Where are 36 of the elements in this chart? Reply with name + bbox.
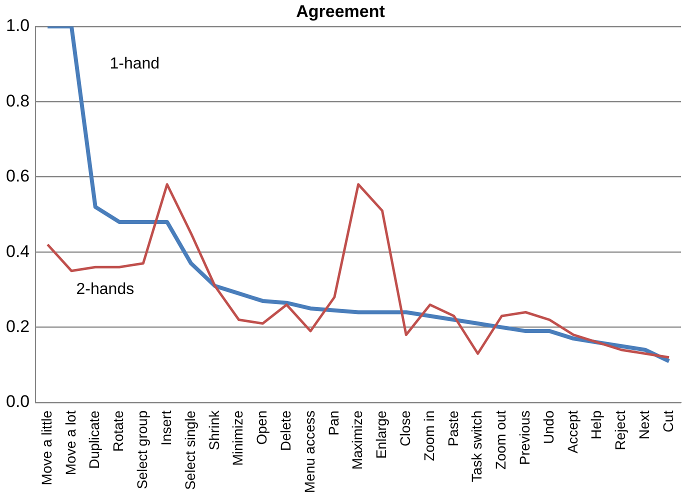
y-tick-label: 0.8 [6, 91, 30, 110]
y-tick-label: 0.0 [6, 392, 30, 412]
x-tick-label: Delete [277, 410, 294, 451]
x-tick-label: Help [588, 410, 604, 440]
x-tick-label: Shrink [206, 410, 222, 450]
x-tick-label: Move a little [38, 410, 54, 486]
x-tick-label: Select group [134, 410, 150, 490]
x-tick-label: Next [636, 410, 652, 440]
x-tick-label: Cut [660, 410, 676, 432]
x-tick-label: Maximize [349, 410, 366, 470]
x-tick-label: Undo [540, 410, 556, 444]
x-tick-label: Duplicate [86, 410, 102, 469]
x-tick-label: Open [254, 410, 270, 445]
x-tick-label: Rotate [110, 410, 126, 452]
x-tick-label: Task switch [468, 410, 485, 482]
x-tick-label: Minimize [230, 410, 246, 466]
chart-title: Agreement [296, 2, 386, 21]
x-tick-label: Menu access [301, 410, 318, 493]
x-tick-label: Enlarge [373, 410, 390, 459]
y-tick-label: 0.2 [6, 316, 30, 336]
x-tick-label: Reject [612, 410, 628, 450]
series-label: 2-hands [76, 281, 134, 298]
x-tick-label: Zoom out [492, 410, 509, 470]
series-label: 1-hand [110, 55, 160, 72]
x-tick-label: Zoom in [420, 410, 437, 462]
x-tick-label: Previous [516, 410, 532, 465]
x-tick-label: Select single [182, 410, 198, 490]
y-tick-label: 1.0 [6, 16, 30, 36]
x-tick-label: Close [396, 410, 413, 446]
y-tick-label: 0.6 [6, 166, 30, 186]
x-tick-label: Insert [158, 410, 174, 446]
y-tick-label: 0.4 [6, 242, 30, 261]
x-tick-label: Pan [325, 410, 342, 436]
x-tick-label: Move a lot [62, 410, 78, 476]
x-tick-label: Accept [564, 410, 580, 454]
x-tick-label: Paste [444, 410, 461, 446]
